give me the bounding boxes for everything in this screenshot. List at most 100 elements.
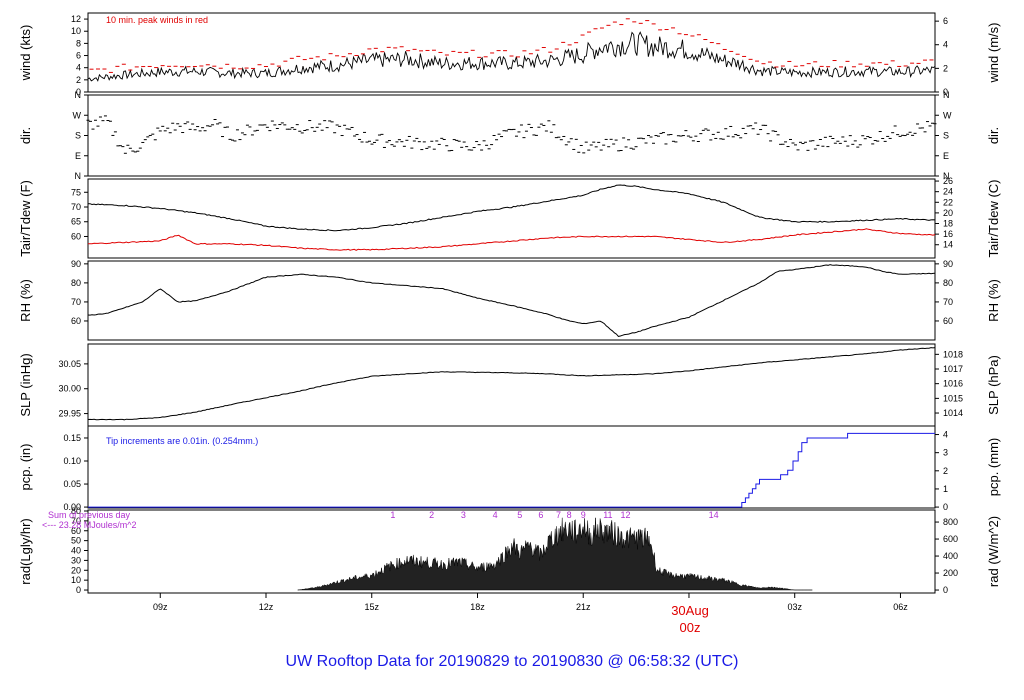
y-tick-label-right: 1015 <box>943 393 963 403</box>
y-tick-label-left: 80 <box>71 506 81 516</box>
radiation-marker: 12 <box>621 510 631 520</box>
y-axis-label-left: Tair/Tdew (F) <box>18 180 33 257</box>
y-tick-label-right: 26 <box>943 176 953 186</box>
radiation-sum-note: Sum of previous day <box>48 510 131 520</box>
y-axis-label-right: rad (W/m^2) <box>986 516 1001 587</box>
y-tick-label-left: N <box>75 171 82 181</box>
panel-frame <box>87 178 936 259</box>
y-tick-label-left: 75 <box>71 187 81 197</box>
radiation-marker: 8 <box>567 510 572 520</box>
y-tick-label-right: 200 <box>943 568 958 578</box>
radiation-marker: 6 <box>538 510 543 520</box>
y-tick-label-right: N <box>943 171 950 181</box>
panel-5: pcp. (in) pcp. (mm) 0.00 0.05 0.10 0.15 0 1 2 3 4 T… <box>18 425 1001 512</box>
y-tick-label-left: 0.15 <box>63 433 81 443</box>
y-tick-label-left: 0 <box>76 585 81 595</box>
radiation-marker: 3 <box>461 510 466 520</box>
Tdew-line <box>88 228 936 251</box>
y-tick-label-left: 12 <box>71 14 81 24</box>
y-axis-label-right: RH (%) <box>986 279 1001 322</box>
y-tick-label-left: 90 <box>71 259 81 269</box>
radiation-marker: 11 <box>603 510 612 520</box>
y-tick-label-left: 2 <box>76 75 81 85</box>
radiation-marker: 14 <box>709 510 719 520</box>
y-tick-label-right: 0 <box>943 87 948 97</box>
radiation-marker: 5 <box>517 510 522 520</box>
panel-frame <box>87 343 936 427</box>
y-tick-label-right: 4 <box>943 430 948 440</box>
precip-line <box>88 432 935 508</box>
x-tick-label: 21z <box>576 602 591 612</box>
x-tick-label: 06z <box>893 602 908 612</box>
panel-frame <box>87 260 936 341</box>
y-tick-label-right: 1017 <box>943 364 963 374</box>
radiation-marker: 2 <box>429 510 434 520</box>
y-tick-label-left: 60 <box>71 316 81 326</box>
x-tick-label: 03z <box>787 602 802 612</box>
y-tick-label-left: 70 <box>71 202 81 212</box>
y-axis-label-left: SLP (inHg) <box>18 353 33 416</box>
y-tick-label-right: 1014 <box>943 408 963 418</box>
y-tick-label-right: 800 <box>943 517 958 527</box>
Tair-line <box>88 184 936 232</box>
y-tick-label-right: 6 <box>943 16 948 26</box>
y-tick-label-right: W <box>943 110 952 120</box>
y-tick-label-right: 60 <box>943 316 953 326</box>
y-axis-label-left: dir. <box>18 127 33 144</box>
y-tick-label-right: 16 <box>943 229 953 239</box>
date-sub-label: 00z <box>680 620 701 635</box>
y-tick-label-left: 50 <box>71 536 81 546</box>
panel-frame <box>87 509 936 594</box>
y-tick-label-right: 2 <box>943 466 948 476</box>
y-tick-label-right: N <box>943 90 950 100</box>
y-tick-label-right: 70 <box>943 297 953 307</box>
date-label: 30Aug <box>671 603 709 618</box>
y-axis-label-right: Tair/Tdew (C) <box>986 179 1001 257</box>
panel-frame <box>87 94 936 177</box>
y-tick-label-right: 80 <box>943 278 953 288</box>
RH-line <box>87 264 936 337</box>
peak-wind-note: 10 min. peak winds in red <box>106 15 208 25</box>
y-tick-label-left: 8 <box>76 38 81 48</box>
x-tick-label: 15z <box>364 602 379 612</box>
y-axis-label-right: SLP (hPa) <box>986 355 1001 415</box>
y-axis-label-left: rad(Lgly/hr) <box>18 518 33 584</box>
y-tick-label-left: 0.00 <box>63 502 81 512</box>
panel-frame <box>87 425 936 509</box>
y-tick-label-right: 1016 <box>943 379 963 389</box>
y-tick-label-right: 20 <box>943 208 953 218</box>
y-axis-label-left: RH (%) <box>18 279 33 322</box>
y-tick-label-left: 30.00 <box>58 384 81 394</box>
y-tick-label-left: 60 <box>71 526 81 536</box>
panel-2: Tair/Tdew (F) Tair/Tdew (C) 60 65 70 75 141618… <box>18 176 1001 259</box>
y-tick-label-left: N <box>75 90 82 100</box>
y-tick-label-right: 24 <box>943 187 953 197</box>
radiation-area <box>297 517 813 591</box>
radiation-sum-value: <--- 23.28 MJoules/m^2 <box>42 520 137 530</box>
page-title: UW Rooftop Data for 20190829 to 20190830… <box>286 653 739 670</box>
x-tick-label: 12z <box>259 602 274 612</box>
y-tick-label-left: 30.05 <box>58 359 81 369</box>
panel-4: SLP (inHg) SLP (hPa) 29.95 30.00 30.05 1014 10… <box>18 343 1001 427</box>
y-axis-label-left: pcp. (in) <box>18 444 33 491</box>
y-axis-label-left: wind (kts) <box>18 25 33 82</box>
radiation-marker: 1 <box>390 510 395 520</box>
y-tick-label-left: 70 <box>71 516 81 526</box>
y-tick-label-right: 0 <box>943 585 948 595</box>
x-tick-label: 09z <box>153 602 168 612</box>
y-axis-label-right: pcp. (mm) <box>986 438 1001 497</box>
y-axis-label-right: wind (m/s) <box>986 23 1001 84</box>
SLP-line <box>87 347 936 421</box>
y-tick-label-left: W <box>73 110 82 120</box>
y-tick-label-right: E <box>943 151 949 161</box>
y-tick-label-right: 400 <box>943 551 958 561</box>
y-tick-label-left: 29.95 <box>58 409 81 419</box>
y-tick-label-left: 20 <box>71 565 81 575</box>
y-tick-label-left: 0.10 <box>63 456 81 466</box>
y-tick-label-left: 65 <box>71 217 81 227</box>
panel-3: RH (%) RH (%) 60 70 80 90 60 70 80 90 <box>18 259 1001 341</box>
y-axis-label-right: dir. <box>986 127 1001 144</box>
panel-0: wind (kts) wind (m/s) 0 2 4 6 8 10 12 0 2 4 6 10 min.… <box>18 12 1001 97</box>
